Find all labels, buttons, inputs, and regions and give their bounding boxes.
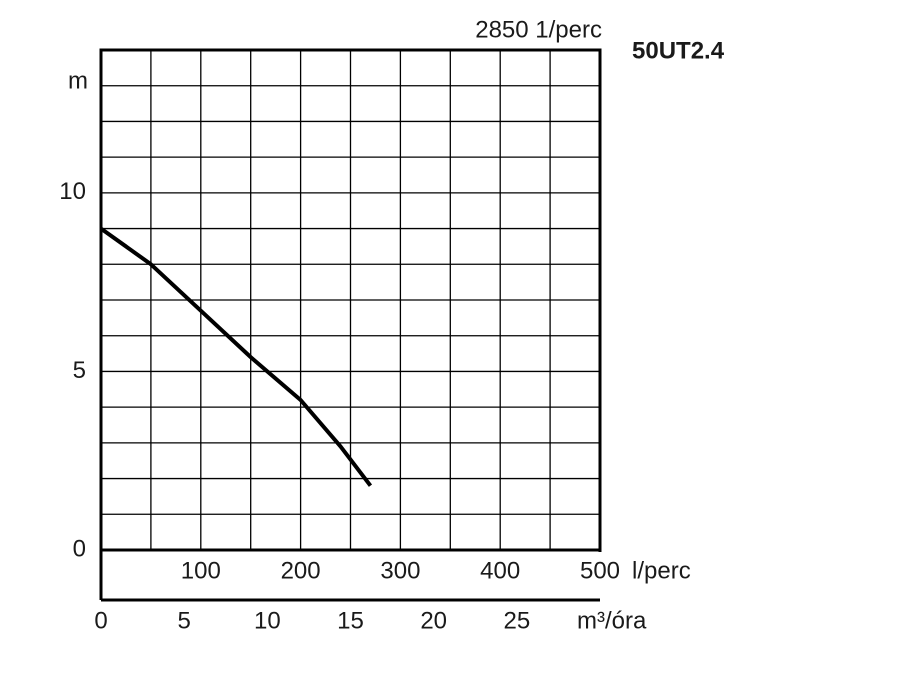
x-tick-label: 400 [480,557,520,584]
x2-tick-label: 15 [337,607,364,634]
x2-tick-label: 25 [503,607,530,634]
x-tick-label: 200 [281,557,321,584]
x-axis-label: l/perc [632,557,691,584]
x2-axis-label: m³/óra [577,607,647,634]
y-tick-label: 5 [73,357,86,384]
y-tick-label: 0 [73,535,86,562]
x2-tick-label: 0 [94,607,107,634]
y-tick-label: 10 [59,178,86,205]
x2-tick-label: 10 [254,607,281,634]
y-axis-label: m [68,67,88,94]
plot-frame [99,48,602,552]
pump-curve [99,226,373,487]
x2-tick-label: 20 [420,607,447,634]
x-tick-label: 100 [181,557,221,584]
chart-title: 50UT2.4 [632,37,725,64]
chart-subtitle: 2850 1/perc [475,16,602,43]
x-tick-label: 300 [380,557,420,584]
x2-tick-label: 5 [177,607,190,634]
x-tick-label: 500 [580,557,620,584]
